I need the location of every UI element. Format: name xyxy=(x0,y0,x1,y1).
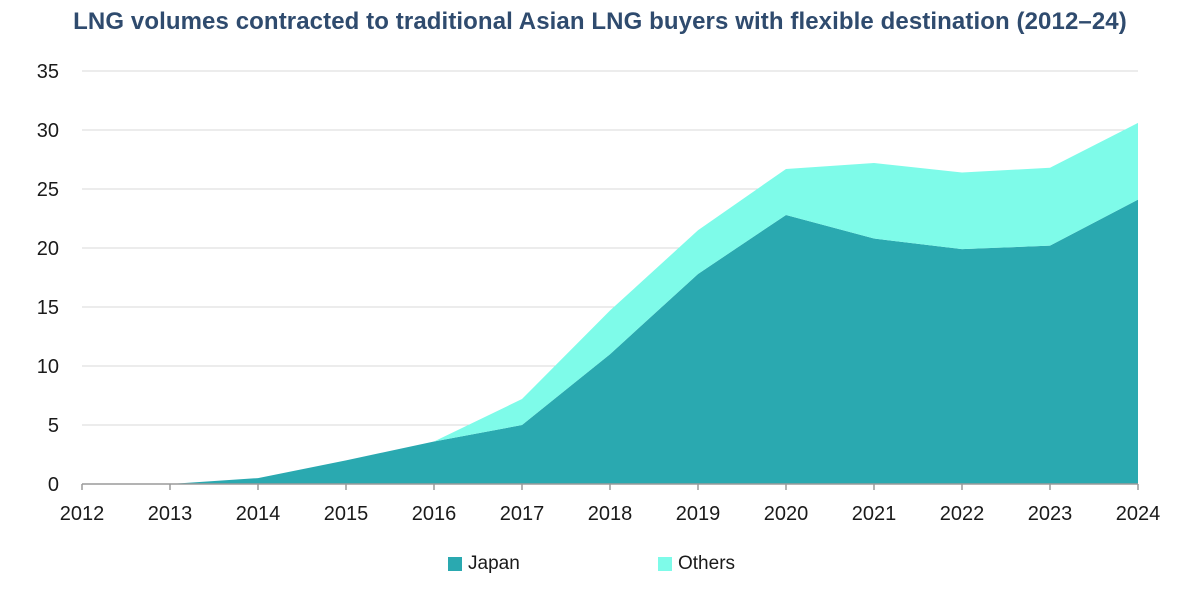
y-tick-label: 35 xyxy=(37,61,59,83)
y-tick-label: 10 xyxy=(37,356,59,378)
legend-swatch-japan xyxy=(448,557,462,571)
x-tick-label: 2014 xyxy=(236,503,281,525)
chart-title: LNG volumes contracted to traditional As… xyxy=(73,8,1127,35)
legend-label-japan: Japan xyxy=(468,553,520,574)
x-tick-label: 2017 xyxy=(500,503,545,525)
x-tick-label: 2023 xyxy=(1028,503,1073,525)
series-areas xyxy=(82,122,1138,485)
area-others xyxy=(82,122,1138,485)
x-tick-label: 2018 xyxy=(588,503,633,525)
x-tick-label: 2020 xyxy=(764,503,809,525)
x-tick-label: 2022 xyxy=(940,503,985,525)
legend-item-others: Others xyxy=(658,553,735,575)
x-tick-label: 2021 xyxy=(852,503,897,525)
legend-swatch-others xyxy=(658,557,672,571)
y-tick-label: 15 xyxy=(37,297,59,319)
y-tick-label: 5 xyxy=(48,415,59,437)
legend-label-others: Others xyxy=(678,553,736,574)
legend-item-japan: Japan xyxy=(448,553,520,575)
y-axis: 0 5 10 15 20 25 30 35 xyxy=(37,61,59,496)
x-tick-label: 2015 xyxy=(324,503,369,525)
x-tick-label: 2024 xyxy=(1116,503,1161,525)
y-tick-label: 20 xyxy=(37,238,59,260)
x-tick-label: 2016 xyxy=(412,503,457,525)
y-tick-label: 25 xyxy=(37,179,59,201)
x-tick-label: 2013 xyxy=(148,503,193,525)
x-tick-label: 2019 xyxy=(676,503,721,525)
x-tick-label: 2012 xyxy=(60,503,105,525)
legend: Japan Others xyxy=(0,553,1200,577)
x-axis: 2012 2013 2014 2015 2016 2017 2018 2019 2020 2021… xyxy=(60,483,1161,525)
y-tick-label: 0 xyxy=(48,474,59,496)
area-japan xyxy=(82,199,1138,484)
y-tick-label: 30 xyxy=(37,120,59,142)
